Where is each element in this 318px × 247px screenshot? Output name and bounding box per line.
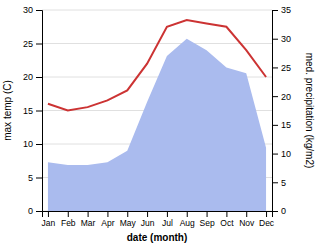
tick-label: 15: [23, 106, 33, 116]
tick: 5: [272, 178, 286, 188]
tick: 0: [272, 206, 286, 216]
tick-mark: [68, 211, 69, 217]
tick: 20: [23, 72, 42, 82]
tick: Feb: [61, 211, 76, 228]
tick-mark: [246, 211, 247, 217]
tick-label: Jun: [141, 218, 155, 228]
tick-mark: [167, 211, 168, 217]
tick: 30: [23, 5, 42, 15]
tick-label: 5: [281, 178, 286, 188]
tick-label: Dec: [259, 218, 275, 228]
tick-label: 30: [281, 34, 291, 44]
axis-line: [43, 212, 273, 218]
tick-label: 35: [281, 5, 291, 15]
tick-mark: [187, 211, 188, 217]
tick: Apr: [101, 211, 114, 228]
tick-label: Sep: [200, 218, 215, 228]
tick-mark: [272, 211, 278, 212]
tick: Jun: [141, 211, 155, 228]
axis-line: [36, 11, 43, 212]
tick-label: 20: [23, 72, 33, 82]
tick-mark: [36, 10, 42, 11]
tick: Jan: [42, 211, 56, 228]
tick-mark: [272, 154, 278, 155]
tick-mark: [36, 178, 42, 179]
tick-mark: [36, 211, 42, 212]
tick-label: 0: [28, 206, 33, 216]
tick: May: [120, 211, 137, 228]
tick: 25: [272, 63, 291, 73]
tick: Nov: [239, 211, 255, 228]
tick: Sep: [200, 211, 215, 228]
tick-mark: [207, 211, 208, 217]
tick: 30: [272, 34, 291, 44]
tick-label: Apr: [101, 218, 114, 228]
tick-mark: [272, 125, 278, 126]
tick: 10: [272, 149, 291, 159]
tick: 15: [272, 120, 291, 130]
tick: Jul: [162, 211, 173, 228]
tick-mark: [272, 67, 278, 68]
tick-label: 10: [281, 149, 291, 159]
x-axis-title: date (month): [127, 232, 188, 243]
tick: Mar: [81, 211, 96, 228]
tick-mark: [226, 211, 227, 217]
tick-mark: [272, 39, 278, 40]
tick-label: May: [120, 218, 137, 228]
tick-mark: [147, 211, 148, 217]
tick-mark: [107, 211, 108, 217]
y-axis: 0 5 10 15 20 25 30: [23, 5, 43, 216]
tick: Aug: [180, 211, 195, 228]
tick: 5: [28, 173, 42, 183]
tick-mark: [272, 182, 278, 183]
tick-mark: [266, 211, 267, 217]
tick: 25: [23, 39, 42, 49]
tick-label: Nov: [239, 218, 255, 228]
tick-label: Feb: [61, 218, 76, 228]
tick-mark: [36, 144, 42, 145]
tick-mark: [272, 10, 278, 11]
tick-label: 25: [23, 39, 33, 49]
tick-label: 15: [281, 120, 291, 130]
grid: [42, 10, 272, 211]
x-axis: Jan Feb Mar Apr May Jun Jul Aug Sep Oct Nov Dec: [42, 211, 275, 228]
tick-mark: [36, 77, 42, 78]
plot-area: Jan Feb Mar Apr May Jun Jul Aug Sep Oct Nov Dec 0 5 10…: [2, 5, 315, 243]
tick-label: Mar: [81, 218, 96, 228]
tick-label: 0: [281, 206, 286, 216]
tick-label: 30: [23, 5, 33, 15]
y2-axis-title: med. precipitation (kg/m2): [304, 53, 315, 169]
tick: 15: [23, 106, 42, 116]
chart: Jan Feb Mar Apr May Jun Jul Aug Sep Oct Nov Dec 0 5 10…: [0, 0, 318, 247]
tick-mark: [48, 211, 49, 217]
precipitation-area: [48, 39, 266, 211]
tick-label: 20: [281, 92, 291, 102]
tick-mark: [272, 96, 278, 97]
tick-label: Oct: [220, 218, 234, 228]
marks: [48, 20, 266, 211]
grid-line: [42, 10, 272, 11]
tick-label: Aug: [180, 218, 195, 228]
tick-label: Jul: [162, 218, 173, 228]
tick-mark: [88, 211, 89, 217]
y-axis-title: max temp (C): [2, 80, 13, 141]
tick: Dec: [259, 211, 275, 228]
temperature-line: [48, 20, 266, 110]
tick-label: 5: [28, 173, 33, 183]
tick: 35: [272, 5, 291, 15]
axis-line: [273, 11, 279, 212]
tick: Oct: [220, 211, 234, 228]
tick-label: 10: [23, 139, 33, 149]
tick-mark: [36, 111, 42, 112]
tick-mark: [36, 44, 42, 45]
tick-mark: [127, 211, 128, 217]
y2-axis: 0 5 10 15 20 25 30 35: [272, 5, 291, 216]
tick: 20: [272, 92, 291, 102]
tick-label: Jan: [42, 218, 56, 228]
tick: 0: [28, 206, 42, 216]
tick: 10: [23, 139, 42, 149]
tick-label: 25: [281, 63, 291, 73]
